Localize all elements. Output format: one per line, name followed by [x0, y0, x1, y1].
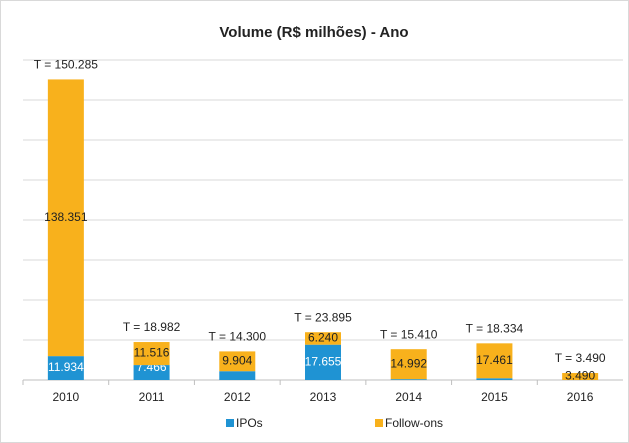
bar-segment: [562, 373, 599, 380]
total-label: T = 15.410: [380, 327, 438, 341]
bar-segment: [390, 349, 427, 380]
data-label: 11.934: [48, 360, 84, 374]
bar-segment: [47, 356, 84, 380]
bar-segment: [305, 344, 341, 380]
x-tick-label: 2010: [53, 390, 80, 404]
total-label: T = 18.334: [466, 322, 524, 336]
total-label: T = 14.300: [209, 330, 267, 344]
bar-segment: [219, 371, 256, 380]
data-label: 9.904: [222, 353, 252, 367]
x-tick-label: 2013: [310, 390, 337, 404]
data-label: 138.351: [44, 210, 88, 224]
bar-segment: [47, 79, 84, 357]
data-label: 6.240: [308, 331, 338, 345]
legend-swatch: [375, 419, 383, 427]
bar-segment: [133, 365, 170, 380]
legend-label: IPOs: [236, 416, 263, 430]
bar-segment: [305, 332, 341, 345]
data-label: 3.490: [565, 369, 595, 383]
data-label: 17.461: [476, 353, 513, 367]
bar-segment: [133, 342, 170, 366]
x-tick-label: 2015: [481, 390, 508, 404]
chart-title: Volume (R$ milhões) - Ano: [219, 24, 408, 41]
data-label: 11.516: [134, 346, 170, 360]
x-tick-label: 2011: [139, 390, 165, 404]
total-label: T = 150.285: [34, 58, 98, 72]
bar-segment: [476, 343, 513, 379]
bar-segment: [390, 379, 427, 380]
bar-segment: [476, 378, 513, 380]
bar-segment: [219, 351, 256, 372]
data-label: 17.655: [305, 355, 342, 369]
x-tick-label: 2016: [567, 390, 594, 404]
x-tick-label: 2014: [395, 390, 422, 404]
data-label: 14.992: [390, 356, 427, 370]
total-label: T = 3.490: [555, 351, 606, 365]
legend-swatch: [226, 419, 234, 427]
x-tick-label: 2012: [224, 390, 251, 404]
legend-label: Follow-ons: [385, 416, 443, 430]
total-label: T = 18.982: [123, 320, 181, 334]
total-label: T = 23.895: [294, 310, 352, 324]
